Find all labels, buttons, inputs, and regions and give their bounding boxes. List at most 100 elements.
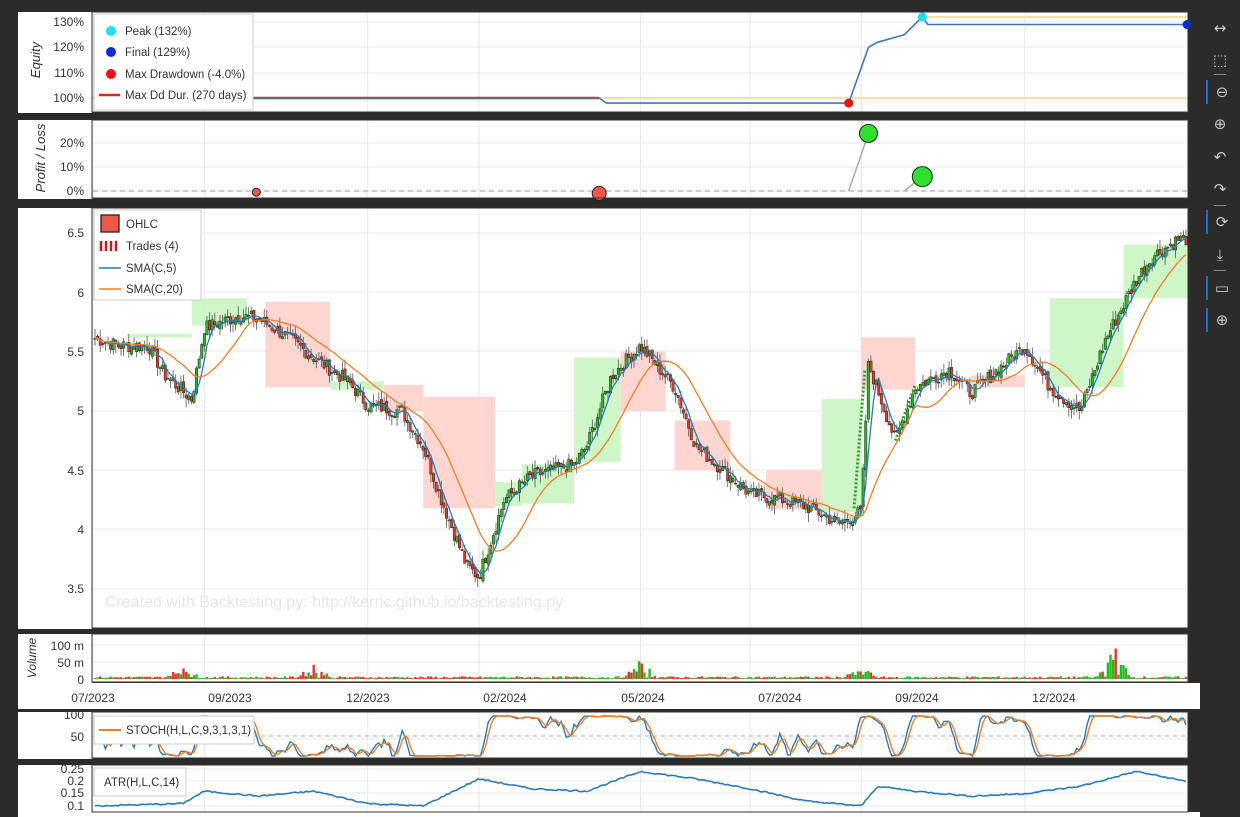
- volume-bar: [864, 671, 867, 679]
- volume-bar: [138, 676, 141, 679]
- box-zoom-icon[interactable]: ⬚: [1212, 51, 1228, 69]
- volume-bar: [531, 678, 534, 679]
- candle-up: [455, 536, 459, 543]
- volume-bar: [789, 677, 792, 679]
- volume-bar: [1132, 677, 1136, 679]
- candle-up: [1140, 268, 1144, 277]
- volume-bar: [942, 677, 946, 679]
- volume-bar: [713, 677, 716, 679]
- volume-bar: [854, 675, 857, 679]
- volume-bar: [593, 678, 597, 679]
- volume-bar: [312, 664, 315, 679]
- volume-bar: [278, 677, 282, 679]
- volume-bar: [880, 677, 883, 679]
- candle-up: [1093, 369, 1097, 376]
- candle-up: [390, 414, 394, 417]
- volume-bar: [1018, 677, 1021, 679]
- volume-bar: [700, 676, 703, 679]
- volume-bar: [434, 676, 438, 679]
- volume-bar: [773, 676, 776, 679]
- volume-bar: [182, 668, 185, 679]
- candle-down: [1051, 387, 1055, 397]
- candle-down: [299, 342, 303, 346]
- volume-bar: [523, 678, 526, 679]
- candle-up: [603, 391, 607, 395]
- volume-bar: [421, 677, 425, 679]
- undo-icon[interactable]: ↶: [1213, 148, 1227, 166]
- volume-bar: [166, 675, 170, 679]
- candle-down: [731, 477, 735, 483]
- volume-bar: [781, 677, 784, 679]
- candle-down: [611, 374, 615, 379]
- volume-bar: [973, 676, 977, 679]
- candle-down: [682, 409, 685, 414]
- wheel-zoom-y-icon[interactable]: ⊕: [1213, 115, 1227, 133]
- candle-up: [366, 409, 370, 412]
- date-tick: 12/2024: [1032, 691, 1076, 705]
- candle-up: [249, 310, 253, 315]
- volume-bar: [809, 677, 813, 679]
- candle-down: [400, 405, 404, 408]
- volume-bar: [247, 677, 250, 679]
- candle-up: [1036, 366, 1040, 369]
- redo-icon[interactable]: ↷: [1213, 180, 1227, 198]
- volume-bar: [916, 676, 920, 679]
- volume-bar: [536, 676, 539, 679]
- candle-down: [176, 386, 180, 393]
- candle-up: [1145, 265, 1149, 276]
- price-tick: 4: [77, 523, 84, 537]
- candle-up: [830, 520, 834, 523]
- volume-bar: [1057, 677, 1060, 679]
- candle-down: [931, 377, 935, 379]
- candle-up: [192, 391, 196, 403]
- candle-down: [471, 564, 475, 570]
- crosshair-icon[interactable]: ⊕: [1206, 308, 1236, 332]
- volume-bar: [583, 677, 586, 679]
- volume-bar: [729, 677, 732, 679]
- volume-bar: [872, 675, 875, 679]
- volume-bar: [294, 678, 297, 679]
- wheel-zoom-x-icon[interactable]: ⊖: [1206, 80, 1236, 104]
- volume-bar: [1023, 676, 1026, 679]
- candle-down: [1010, 354, 1013, 357]
- volume-bar: [799, 676, 802, 679]
- candle-down: [411, 430, 415, 433]
- hover-icon[interactable]: ▭: [1206, 276, 1236, 300]
- candle-up: [398, 405, 402, 408]
- volume-bar: [315, 672, 318, 679]
- candle-up: [520, 481, 524, 484]
- volume-bar: [1104, 676, 1107, 679]
- volume-bar: [1005, 677, 1008, 679]
- volume-bar: [518, 676, 521, 679]
- date-tick: 05/2024: [621, 691, 665, 705]
- trade-band: [574, 357, 621, 463]
- volume-bar: [356, 676, 360, 679]
- candle-down: [364, 402, 368, 410]
- volume-bar: [848, 674, 852, 679]
- volume-bar: [341, 676, 344, 679]
- candle-down: [661, 373, 665, 376]
- volume-bar: [802, 676, 805, 679]
- volume-bar: [1020, 677, 1024, 679]
- candle-up: [1017, 347, 1021, 349]
- atr-legend: ATR(H,L,C,14): [93, 767, 187, 797]
- volume-bar: [703, 677, 706, 679]
- candle-down: [687, 419, 691, 429]
- volume-bar: [325, 673, 328, 679]
- volume-bar: [651, 677, 654, 679]
- volume-bar: [953, 677, 956, 679]
- candle-down: [882, 403, 886, 412]
- candle-down: [570, 459, 573, 465]
- volume-bar: [489, 676, 492, 679]
- reset-icon[interactable]: ⟳: [1206, 210, 1236, 234]
- candle-down: [934, 375, 938, 383]
- pan-icon[interactable]: ↔: [1213, 19, 1227, 37]
- candle-up: [525, 473, 529, 481]
- candle-down: [674, 393, 678, 396]
- volume-bar: [104, 677, 107, 679]
- legend-sma5: SMA(C,5): [126, 263, 177, 275]
- volume-bar: [552, 676, 555, 679]
- candle-down: [1046, 371, 1050, 391]
- candle-down: [1038, 366, 1042, 372]
- save-icon[interactable]: ⤓: [1216, 246, 1224, 264]
